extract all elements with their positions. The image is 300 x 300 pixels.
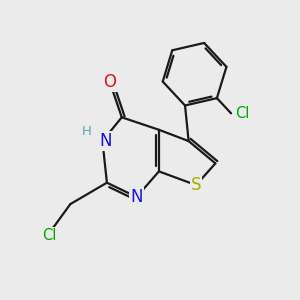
- Text: S: S: [191, 176, 201, 194]
- Text: O: O: [103, 73, 116, 91]
- Text: H: H: [82, 125, 92, 138]
- Text: N: N: [100, 132, 112, 150]
- Text: Cl: Cl: [42, 228, 56, 243]
- Text: N: N: [130, 188, 143, 206]
- Text: Cl: Cl: [235, 106, 250, 121]
